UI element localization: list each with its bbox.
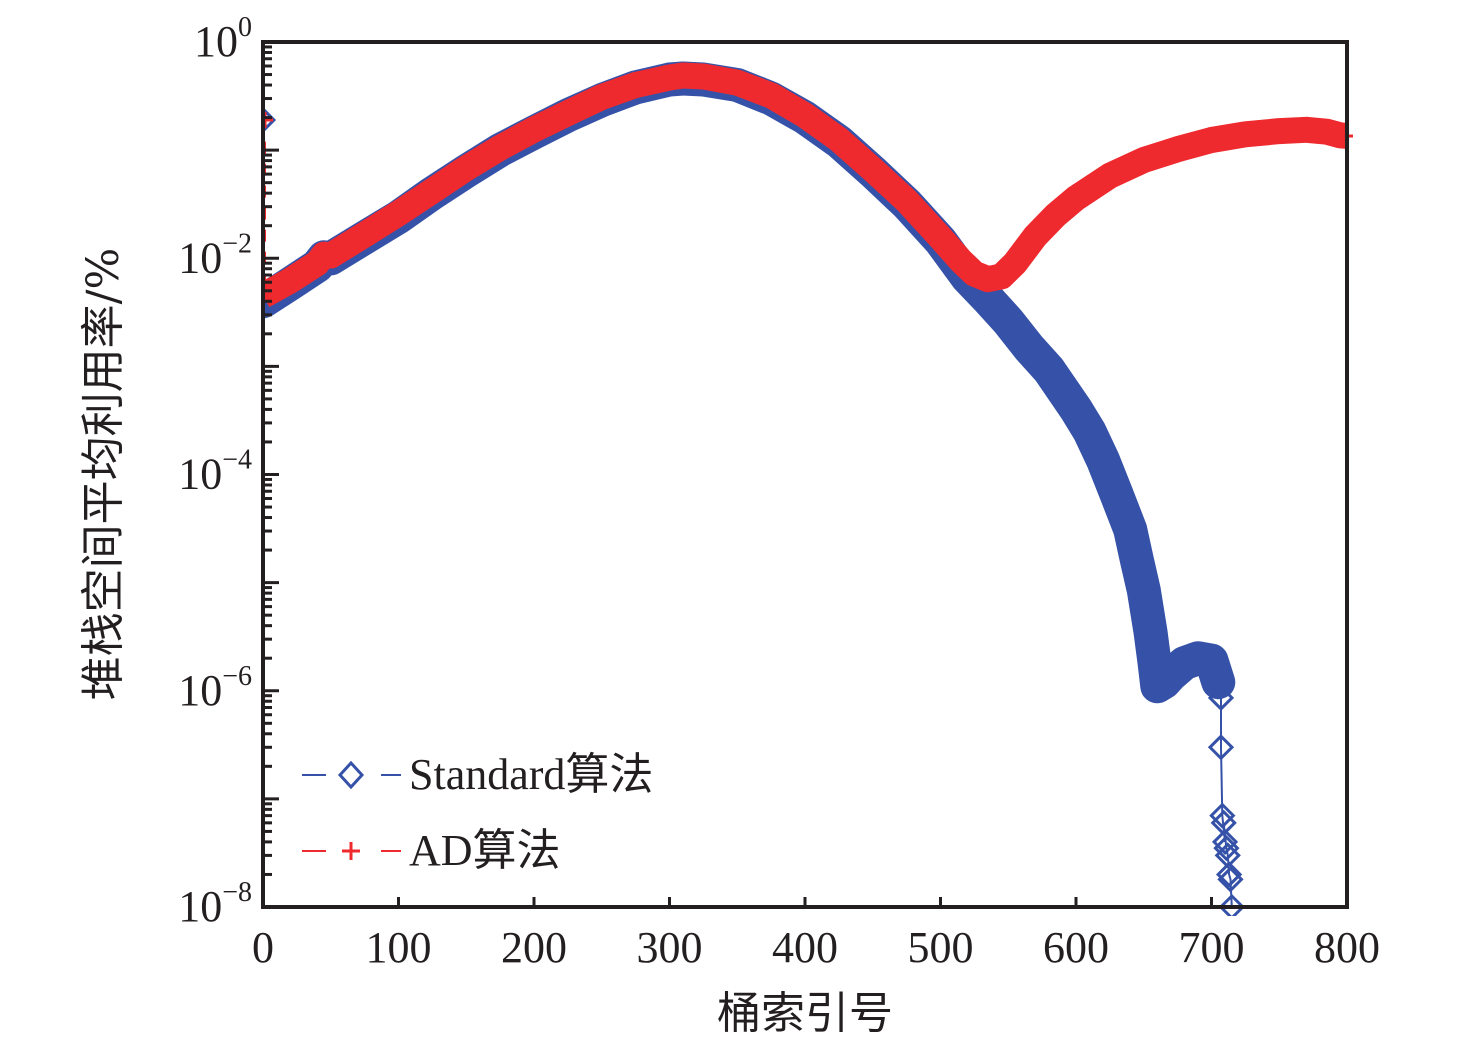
data-point-diamond bbox=[1157, 661, 1184, 689]
legend-plus-marker-icon bbox=[342, 842, 360, 860]
data-point-diamond bbox=[1213, 835, 1240, 862]
data-point-diamond bbox=[1198, 647, 1225, 674]
legend-label-ad: AD算法 bbox=[409, 826, 561, 875]
data-point-diamond bbox=[1130, 577, 1157, 604]
x-tick-label: 200 bbox=[501, 923, 567, 972]
data-point-diamond bbox=[1144, 673, 1171, 700]
x-tick-label: 800 bbox=[1314, 923, 1380, 972]
data-point-diamond bbox=[1215, 861, 1243, 888]
x-tick-label: 600 bbox=[1043, 923, 1109, 972]
x-axis-title: 桶索引号 bbox=[717, 988, 893, 1039]
y-axis-title: 堆栈空间平均利用率/% bbox=[78, 248, 129, 701]
x-tick-label: 400 bbox=[772, 923, 838, 972]
data-point-diamond bbox=[1123, 547, 1151, 574]
y-tick-label: 10−6 bbox=[178, 661, 252, 715]
y-tick-label: 100 bbox=[194, 12, 252, 66]
data-point-diamond bbox=[1211, 828, 1239, 856]
x-axis-ticks: 0 100 200 300 400 500 600 700 800 bbox=[252, 897, 1380, 972]
series-line-ad bbox=[263, 62, 1353, 308]
series-tail-standard bbox=[1217, 682, 1233, 908]
data-point-diamond bbox=[1117, 516, 1144, 543]
data-point-diamond bbox=[1137, 618, 1164, 646]
data-point-diamond bbox=[1207, 734, 1235, 761]
data-point-diamond bbox=[1141, 650, 1168, 677]
data-point-diamond bbox=[1103, 481, 1130, 508]
data-point-diamond bbox=[1171, 650, 1198, 677]
y-tick-label: 10−8 bbox=[178, 877, 252, 931]
data-point-diamond bbox=[1217, 866, 1244, 893]
legend-item-standard: Standard算法 bbox=[302, 750, 653, 799]
legend-item-ad: AD算法 bbox=[302, 826, 561, 875]
series-ad bbox=[263, 62, 1353, 308]
series-line-standard bbox=[263, 61, 1236, 704]
y-axis-ticks: 100 10−2 10−4 10−6 10−8 bbox=[178, 12, 279, 931]
data-point-diamond bbox=[1205, 669, 1232, 696]
data-point-diamond bbox=[1218, 893, 1245, 916]
legend-diamond-marker-icon bbox=[337, 760, 365, 790]
legend: Standard算法 AD算法 bbox=[302, 750, 653, 875]
data-point-diamond bbox=[1150, 669, 1178, 696]
data-point-diamond bbox=[1207, 684, 1235, 711]
x-tick-label: 100 bbox=[366, 923, 432, 972]
x-tick-label: 700 bbox=[1179, 923, 1245, 972]
series-layer bbox=[263, 61, 1353, 916]
y-tick-label: 10−4 bbox=[178, 445, 252, 499]
x-tick-label: 0 bbox=[252, 923, 274, 972]
x-tick-label: 500 bbox=[908, 923, 974, 972]
y-tick-label: 10−2 bbox=[178, 228, 252, 282]
data-point-diamond bbox=[1210, 809, 1237, 836]
x-tick-label: 300 bbox=[637, 923, 703, 972]
legend-label-standard: Standard算法 bbox=[409, 750, 653, 799]
data-point-diamond bbox=[1209, 802, 1236, 829]
